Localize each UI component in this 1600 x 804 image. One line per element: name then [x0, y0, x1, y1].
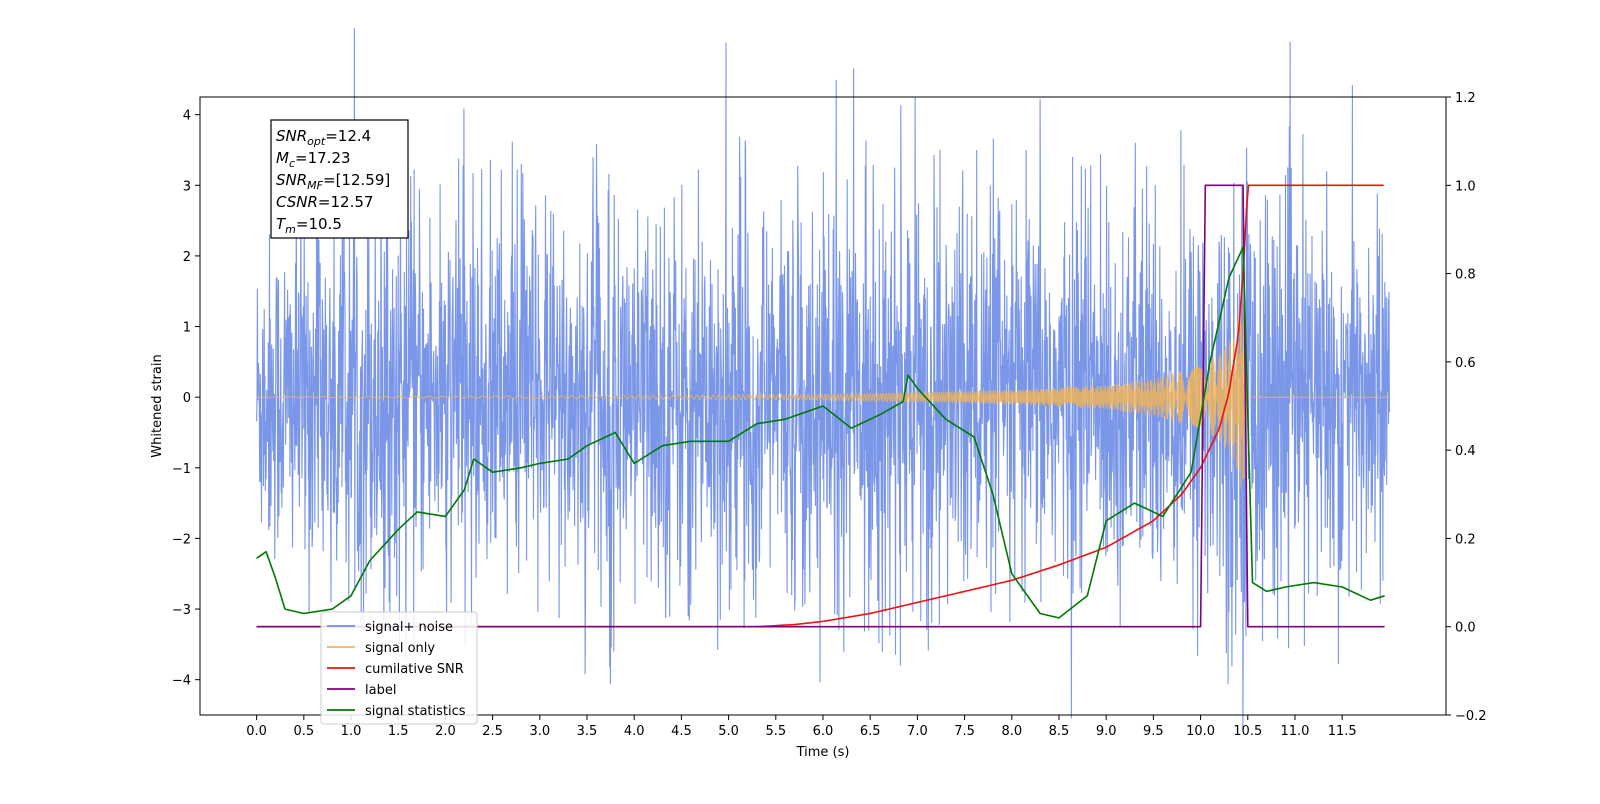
legend-label: label — [365, 683, 396, 698]
x-tick-label: 9.0 — [1096, 724, 1117, 739]
x-tick-label: 2.0 — [435, 724, 456, 739]
y-tick-label-left: 0 — [183, 391, 191, 406]
x-tick-label: 7.0 — [907, 724, 928, 739]
y-tick-label-right: −0.2 — [1455, 709, 1487, 724]
annotation-box: SNRopt=12.4Mc=17.23SNRMF=[12.59]CSNR=12.… — [270, 119, 409, 239]
annotation-line: Mc=17.23 — [276, 149, 351, 170]
y-tick-label-right: 0.0 — [1455, 621, 1476, 636]
legend: signal+ noise signal only cumilative SNR la… — [320, 611, 478, 725]
series-signal-statistics — [256, 246, 1385, 619]
y-tick-label-right: 0.8 — [1455, 268, 1476, 283]
x-tick-label: 10.5 — [1233, 724, 1262, 739]
y-axis-label: Whitened strain — [150, 354, 165, 457]
y-tick-label-right: 0.2 — [1455, 532, 1476, 547]
x-tick-label: 7.5 — [954, 724, 975, 739]
y-tick-label-right: 0.6 — [1455, 356, 1476, 371]
y-tick-label-left: −4 — [172, 674, 191, 689]
annotation-line: CSNR=12.57 — [276, 193, 373, 211]
y-tick-label-right: 0.4 — [1455, 444, 1476, 459]
annotation-line: SNRMF=[12.59] — [276, 171, 390, 192]
x-tick-label: 0.0 — [246, 724, 267, 739]
annotation-line: Tm=10.5 — [276, 215, 342, 236]
series-label — [256, 184, 1385, 628]
x-tick-label: 11.5 — [1328, 724, 1357, 739]
x-tick-label: 5.0 — [718, 724, 739, 739]
x-tick-label: 1.5 — [388, 724, 409, 739]
y-tick-label-left: 4 — [183, 109, 191, 124]
x-tick-label: 5.5 — [765, 724, 786, 739]
x-tick-label: 11.0 — [1280, 724, 1309, 739]
series-signal-only — [256, 304, 1390, 488]
x-axis-label: Time (s) — [796, 745, 850, 760]
y-tick-label-left: 1 — [183, 321, 191, 336]
legend-label: cumilative SNR — [365, 662, 464, 677]
signal-layer — [256, 304, 1390, 488]
legend-label: signal only — [365, 641, 435, 656]
y-tick-label-right: 1.2 — [1455, 91, 1476, 106]
x-tick-label: 1.0 — [341, 724, 362, 739]
y-tick-label-left: −3 — [172, 603, 191, 618]
legend-frame — [320, 611, 478, 725]
legend-label: signal statistics — [365, 704, 466, 719]
x-tick-label: 4.5 — [671, 724, 692, 739]
x-tick-label: 8.5 — [1049, 724, 1070, 739]
y-tick-label-left: 2 — [183, 250, 191, 265]
x-tick-label: 6.0 — [813, 724, 834, 739]
legend-label: signal+ noise — [365, 620, 453, 635]
x-tick-label: 2.5 — [482, 724, 503, 739]
x-tick-label: 8.0 — [1001, 724, 1022, 739]
x-tick-label: 3.0 — [529, 724, 550, 739]
x-tick-label: 0.5 — [293, 724, 314, 739]
y-tick-label-left: 3 — [183, 179, 191, 194]
x-tick-label: 4.0 — [624, 724, 645, 739]
x-tick-label: 3.5 — [577, 724, 598, 739]
y-tick-label-left: −1 — [172, 462, 191, 477]
x-tick-label: 10.0 — [1186, 724, 1215, 739]
axes-layer: 0.0 0.5 1.0 1.5 2.0 2.5 3.0 3.5 4.0 4.5 5.0 5.5 6.0 6… — [150, 91, 1487, 760]
annotation-line: SNRopt=12.4 — [276, 127, 371, 148]
x-tick-label: 6.5 — [860, 724, 881, 739]
y-tick-label-left: −2 — [172, 532, 191, 547]
y-tick-label-right: 1.0 — [1455, 179, 1476, 194]
annotation-frame — [270, 119, 409, 239]
x-tick-label: 9.5 — [1143, 724, 1164, 739]
